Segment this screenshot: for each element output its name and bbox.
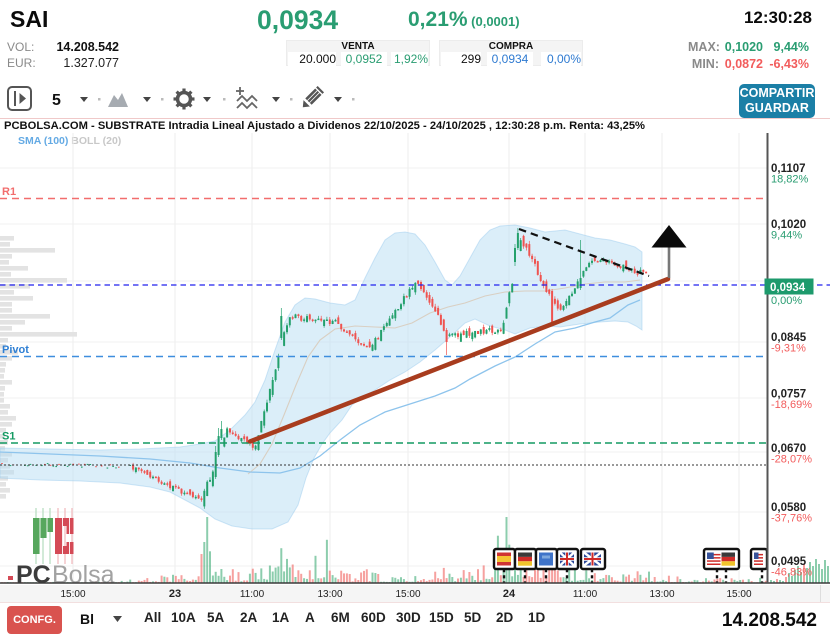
svg-text:9,44%: 9,44% xyxy=(771,230,802,242)
svg-text:0,0845: 0,0845 xyxy=(771,332,807,344)
svg-text:0,1020: 0,1020 xyxy=(771,219,806,231)
svg-text:11:00: 11:00 xyxy=(240,589,265,600)
svg-text:0,1107: 0,1107 xyxy=(771,163,806,175)
svg-text:23: 23 xyxy=(169,588,181,600)
svg-text:-18,69%: -18,69% xyxy=(771,399,812,411)
svg-text:0,0670: 0,0670 xyxy=(771,443,806,455)
svg-text:13:00: 13:00 xyxy=(317,589,342,600)
svg-text:15:00: 15:00 xyxy=(395,589,420,600)
svg-text:0,0757: 0,0757 xyxy=(771,389,806,401)
svg-text:-37,76%: -37,76% xyxy=(771,513,812,525)
svg-text:Pivot: Pivot xyxy=(2,344,29,356)
svg-text:-46,83%: -46,83% xyxy=(771,567,812,579)
svg-text:13:00: 13:00 xyxy=(649,589,674,600)
svg-text:15:00: 15:00 xyxy=(726,589,751,600)
svg-text:S1: S1 xyxy=(2,431,15,443)
svg-text:15:00: 15:00 xyxy=(60,589,85,600)
svg-text:18,82%: 18,82% xyxy=(771,174,809,186)
svg-text:Bolsa: Bolsa xyxy=(52,561,115,589)
svg-text:0,0934: 0,0934 xyxy=(770,282,806,294)
svg-text:0,00%: 0,00% xyxy=(771,295,802,307)
svg-text:R1: R1 xyxy=(2,186,16,198)
svg-text:-9,31%: -9,31% xyxy=(771,343,806,355)
svg-text:11:00: 11:00 xyxy=(573,589,598,600)
svg-text:-28,07%: -28,07% xyxy=(771,454,812,466)
svg-text:0,0495: 0,0495 xyxy=(771,556,807,568)
svg-text:0,0580: 0,0580 xyxy=(771,502,806,514)
svg-text:24: 24 xyxy=(503,588,516,600)
svg-text:PC: PC xyxy=(16,561,51,589)
svg-text:5: 5 xyxy=(52,92,61,109)
